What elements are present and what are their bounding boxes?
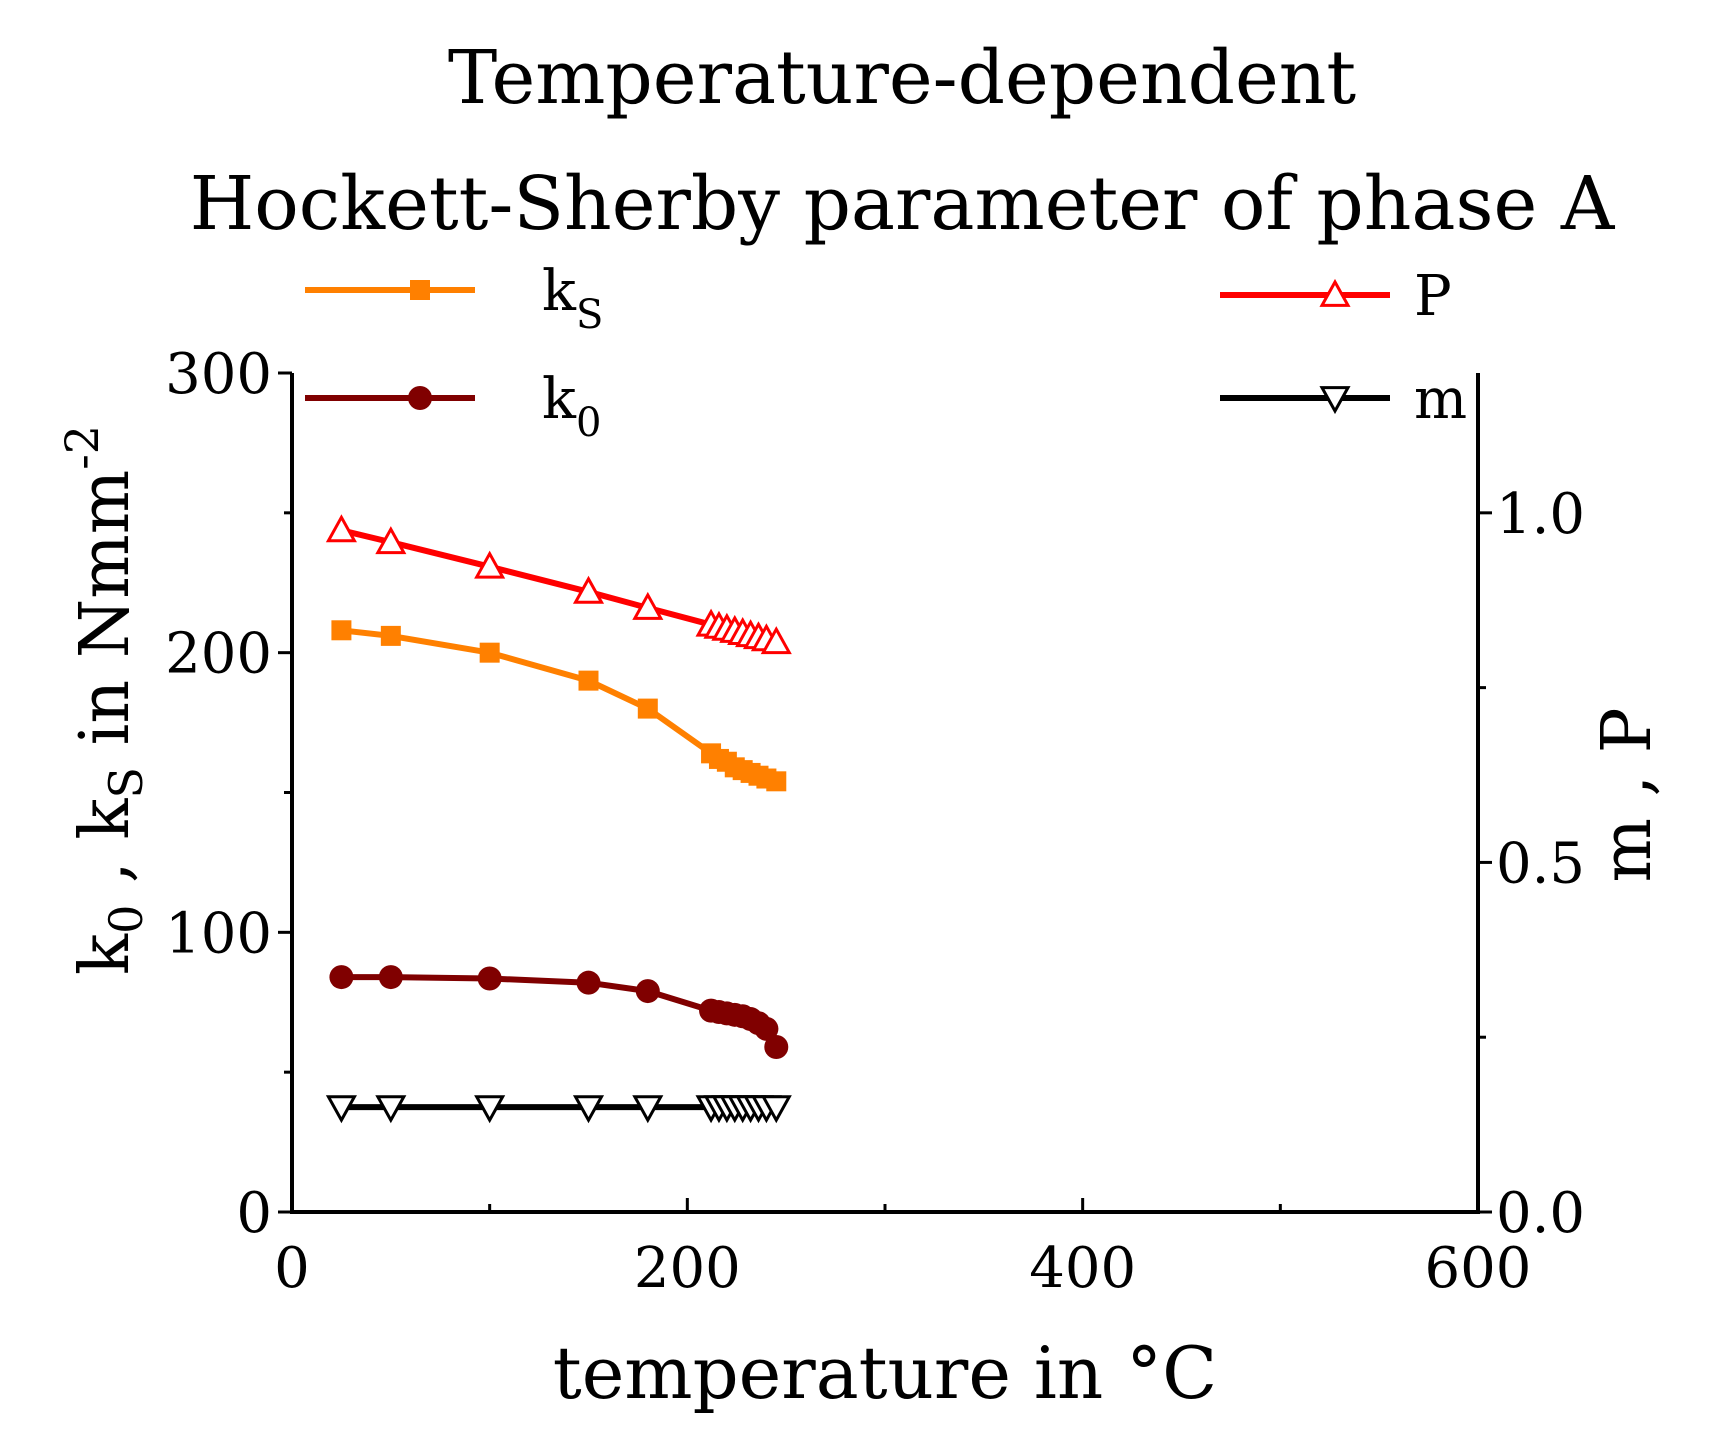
data-point-ks xyxy=(637,698,658,719)
legend-label-subscript: 0 xyxy=(576,400,601,446)
x-tick-label: 200 xyxy=(634,1236,741,1301)
k0-base: k xyxy=(66,933,145,975)
legend-marker-ks xyxy=(410,280,430,300)
data-point-m xyxy=(760,1095,792,1124)
legend-label-base: k xyxy=(542,367,577,432)
legend-marker-P xyxy=(1319,278,1351,307)
data-point-k0 xyxy=(378,965,403,990)
k0-subscript: 0 xyxy=(99,905,153,934)
series-ks xyxy=(331,620,787,792)
data-point-k0 xyxy=(754,1016,779,1041)
series-k0 xyxy=(329,965,789,1059)
data-point-ks xyxy=(766,771,787,792)
left-y-axis-ticks: 0 100 200 300 xyxy=(165,342,292,1246)
data-point-k0 xyxy=(576,970,601,995)
data-point-ks xyxy=(380,625,401,646)
data-point-m xyxy=(375,1095,407,1124)
legend-entry-k0: k0 xyxy=(305,367,601,446)
ks-subscript: S xyxy=(99,767,153,799)
y-right-tick-label: 1.0 xyxy=(1496,482,1585,547)
legend-label-subscript: S xyxy=(576,292,603,338)
data-point-P xyxy=(632,591,664,620)
data-point-k0 xyxy=(329,965,354,990)
data-point-k0 xyxy=(764,1034,789,1059)
x-axis-label: temperature in °C xyxy=(553,1331,1217,1415)
legend-label-ks: kS xyxy=(542,259,603,338)
y-left-tick-label: 200 xyxy=(165,622,272,687)
chart-title-line1: Temperature-dependent xyxy=(448,35,1357,121)
series-m xyxy=(325,1095,792,1124)
legend-label-base: P xyxy=(1414,264,1452,329)
legend-marker-m xyxy=(1319,386,1351,415)
x-tick-label: 600 xyxy=(1425,1236,1532,1301)
y-left-tick-label: 300 xyxy=(165,342,272,407)
left-y-axis-label: k0 , kS in Nmm-2 xyxy=(55,425,153,975)
chart-title-line2: Hockett-Sherby parameter of phase A xyxy=(190,161,1616,247)
y-right-tick-label: 0.0 xyxy=(1496,1181,1585,1246)
right-y-axis-label: m , P xyxy=(1588,707,1667,882)
series-P xyxy=(325,514,792,655)
x-tick-label: 400 xyxy=(1029,1236,1136,1301)
y-right-tick-label: 0.5 xyxy=(1496,831,1585,896)
legend-label-base: k xyxy=(542,259,577,324)
legend-label-base: m xyxy=(1414,367,1467,432)
data-point-P xyxy=(474,550,506,579)
legend-entry-P: P xyxy=(1220,264,1452,329)
data-point-P xyxy=(760,626,792,655)
legend-marker-k0 xyxy=(408,386,432,410)
legend-entry-m: m xyxy=(1220,367,1467,432)
plot-area xyxy=(290,373,1480,1214)
unit-text: in Nmm xyxy=(66,470,145,767)
data-point-ks xyxy=(331,620,352,641)
data-point-m xyxy=(632,1095,664,1124)
data-point-ks xyxy=(479,642,500,663)
data-point-m xyxy=(572,1095,605,1124)
data-point-P xyxy=(572,575,605,604)
data-point-m xyxy=(325,1095,357,1124)
data-point-ks xyxy=(578,670,599,691)
data-point-k0 xyxy=(635,979,660,1004)
x-tick-label: 0 xyxy=(274,1236,310,1301)
ks-base: k xyxy=(66,798,145,840)
legend-label-m: m xyxy=(1414,367,1467,432)
unit-exponent: -2 xyxy=(55,425,109,470)
data-point-P xyxy=(325,514,357,543)
right-y-axis-ticks: 0.0 0.5 1.0 xyxy=(1478,482,1585,1246)
series-layer xyxy=(325,514,792,1124)
legend-entry-ks: kS xyxy=(305,259,603,338)
data-point-k0 xyxy=(477,966,502,991)
data-point-P xyxy=(375,526,407,555)
legend-label-P: P xyxy=(1414,264,1452,329)
label-separator: , xyxy=(66,840,145,905)
y-left-tick-label: 100 xyxy=(165,901,272,966)
data-point-m xyxy=(474,1095,506,1124)
legend-label-k0: k0 xyxy=(542,367,601,446)
y-left-tick-label: 0 xyxy=(236,1181,272,1246)
x-axis-ticks: 0 200 400 600 xyxy=(274,1198,1531,1301)
